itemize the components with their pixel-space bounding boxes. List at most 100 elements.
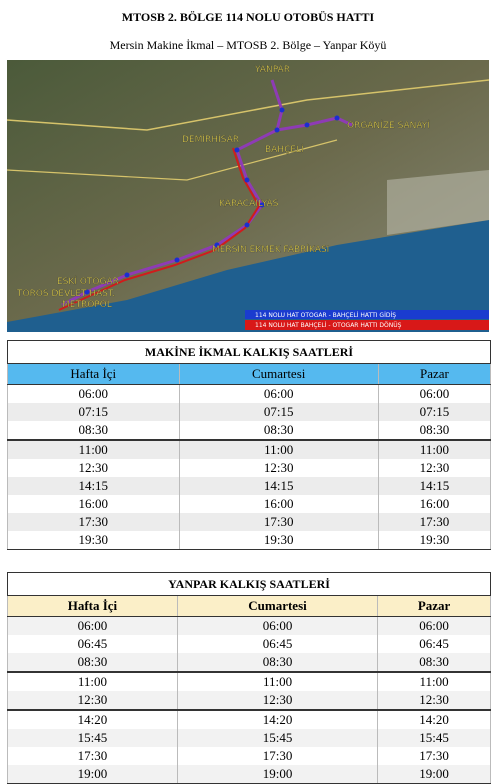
table-row: 15:45 15:45 15:45	[7, 729, 491, 747]
schedule-table: MAKİNE İKMAL KALKIŞ SAATLERİ Hafta İçi Cum…	[7, 340, 492, 550]
map-label: YANPAR	[254, 65, 290, 75]
map-label: KARACAİLYAS	[219, 198, 279, 209]
table-row: 06:45 06:45 06:45	[7, 635, 491, 653]
time-cell: 17:30	[178, 513, 379, 531]
table-row: 08:30 08:30 08:30	[7, 653, 491, 672]
time-cell: 16:00	[7, 495, 180, 513]
title-row: YANPAR KALKIŞ SAATLERİ	[7, 572, 491, 596]
time-cell: 14:20	[377, 709, 491, 729]
map-label: MERSİN EKMEK FABRİKASI	[212, 244, 329, 255]
time-cell: 11:00	[7, 671, 178, 691]
time-cell: 07:15	[7, 403, 180, 421]
time-cell: 06:00	[178, 384, 379, 403]
time-cell: 14:15	[7, 477, 180, 495]
table-row: 19:00 19:00 19:00	[7, 765, 491, 784]
title: MTOSB 2. BÖLGE 114 NOLU OTOBÜS HATTI	[121, 10, 375, 24]
time-cell: 08:30	[377, 421, 492, 440]
table-row: 08:30 08:30 08:30	[7, 421, 492, 440]
legend-text: 114 NOLU HAT OTOGAR - BAHÇELİ HATTI GİDİ…	[255, 312, 396, 319]
header-row: Hafta İçi Cumartesi Pazar	[7, 363, 492, 385]
time-cell: 17:30	[7, 747, 178, 765]
time-cell: 07:15	[178, 403, 379, 421]
table-row: 14:20 14:20 14:20	[7, 709, 491, 729]
time-cell: 11:00	[178, 439, 379, 459]
table-row: 16:00 16:00 16:00	[7, 495, 492, 513]
time-cell: 08:30	[7, 421, 180, 440]
time-cell: 14:20	[7, 709, 178, 729]
time-cell: 15:45	[176, 729, 379, 747]
time-cell: 17:30	[7, 513, 180, 531]
time-cell: 12:30	[7, 459, 180, 477]
table-row: 07:15 07:15 07:15	[7, 403, 492, 421]
column-header: Pazar	[377, 595, 491, 617]
column-header: Pazar	[377, 363, 492, 385]
time-cell: 19:00	[377, 765, 491, 784]
column-header: Hafta İçi	[7, 363, 180, 385]
time-cell: 06:00	[377, 384, 492, 403]
table-row: 14:15 14:15 14:15	[7, 477, 492, 495]
time-cell: 17:30	[377, 747, 491, 765]
time-cell: 19:30	[7, 531, 180, 550]
time-cell: 11:00	[377, 439, 492, 459]
time-cell: 12:30	[176, 691, 379, 710]
time-cell: 19:30	[377, 531, 492, 550]
map-label: METROPOL	[62, 300, 112, 310]
time-cell: 06:00	[7, 384, 180, 403]
table-row: 17:30 17:30 17:30	[7, 747, 491, 765]
time-cell: 19:00	[176, 765, 379, 784]
time-cell: 11:00	[7, 439, 180, 459]
table-row: 17:30 17:30 17:30	[7, 513, 492, 531]
time-cell: 15:45	[7, 729, 178, 747]
table-row: 19:30 19:30 19:30	[7, 531, 492, 550]
time-cell: 12:30	[7, 691, 178, 710]
route-map: YANPAR DEMİRHİSAR BAHÇELİ ORGANİZE SANAYİ KA…	[7, 60, 489, 332]
time-cell: 12:30	[377, 691, 491, 710]
time-cell: 15:45	[377, 729, 491, 747]
time-cell: 06:45	[377, 635, 491, 653]
time-cell: 06:45	[7, 635, 178, 653]
table-row: 12:30 12:30 12:30	[7, 691, 491, 710]
time-cell: 06:45	[176, 635, 379, 653]
subtitle: Mersin Makine İkmal – MTOSB 2. Bölge – Y…	[109, 38, 387, 52]
time-cell: 06:00	[377, 616, 491, 635]
table-title: MAKİNE İKMAL KALKIŞ SAATLERİ	[7, 340, 491, 364]
time-cell: 11:00	[176, 671, 379, 691]
map-label: ESKİ OTOGAR	[57, 276, 119, 287]
time-cell: 06:00	[176, 616, 379, 635]
map-label: DEMİRHİSAR	[182, 134, 239, 145]
time-cell: 12:30	[178, 459, 379, 477]
time-cell: 16:00	[178, 495, 379, 513]
table-row: 06:00 06:00 06:00	[7, 616, 491, 635]
time-cell: 08:30	[178, 421, 379, 440]
time-cell: 19:00	[7, 765, 178, 784]
schedule-table: YANPAR KALKIŞ SAATLERİ Hafta İçi Cumartesi…	[7, 572, 491, 784]
map-label: BAHÇELİ	[265, 144, 304, 155]
time-cell: 14:20	[176, 709, 379, 729]
column-header: Cumartesi	[178, 363, 379, 385]
legend-text: 114 NOLU HAT BAHÇELİ - OTOGAR HATTI DÖNÜ…	[255, 322, 402, 329]
time-cell: 08:30	[377, 653, 491, 672]
time-cell: 19:30	[178, 531, 379, 550]
time-cell: 07:15	[377, 403, 492, 421]
time-cell: 08:30	[176, 653, 379, 672]
time-cell: 12:30	[377, 459, 492, 477]
time-cell: 14:15	[377, 477, 492, 495]
title-row: MAKİNE İKMAL KALKIŞ SAATLERİ	[7, 340, 491, 364]
header-row: Hafta İçi Cumartesi Pazar	[7, 595, 491, 617]
column-header: Hafta İçi	[7, 595, 178, 617]
time-cell: 14:15	[178, 477, 379, 495]
table-row: 12:30 12:30 12:30	[7, 459, 492, 477]
time-cell: 17:30	[176, 747, 379, 765]
time-cell: 16:00	[377, 495, 492, 513]
time-cell: 17:30	[377, 513, 492, 531]
time-cell: 08:30	[7, 653, 178, 672]
table-row: 11:00 11:00 11:00	[7, 671, 491, 691]
map-label: TOROS DEVLET HAST.	[16, 289, 115, 299]
map-label: ORGANİZE SANAYİ	[347, 120, 430, 131]
time-cell: 11:00	[377, 671, 491, 691]
time-cell: 06:00	[7, 616, 178, 635]
table-title: YANPAR KALKIŞ SAATLERİ	[7, 572, 491, 596]
table-row: 06:00 06:00 06:00	[7, 384, 492, 403]
table-row: 11:00 11:00 11:00	[7, 439, 492, 459]
